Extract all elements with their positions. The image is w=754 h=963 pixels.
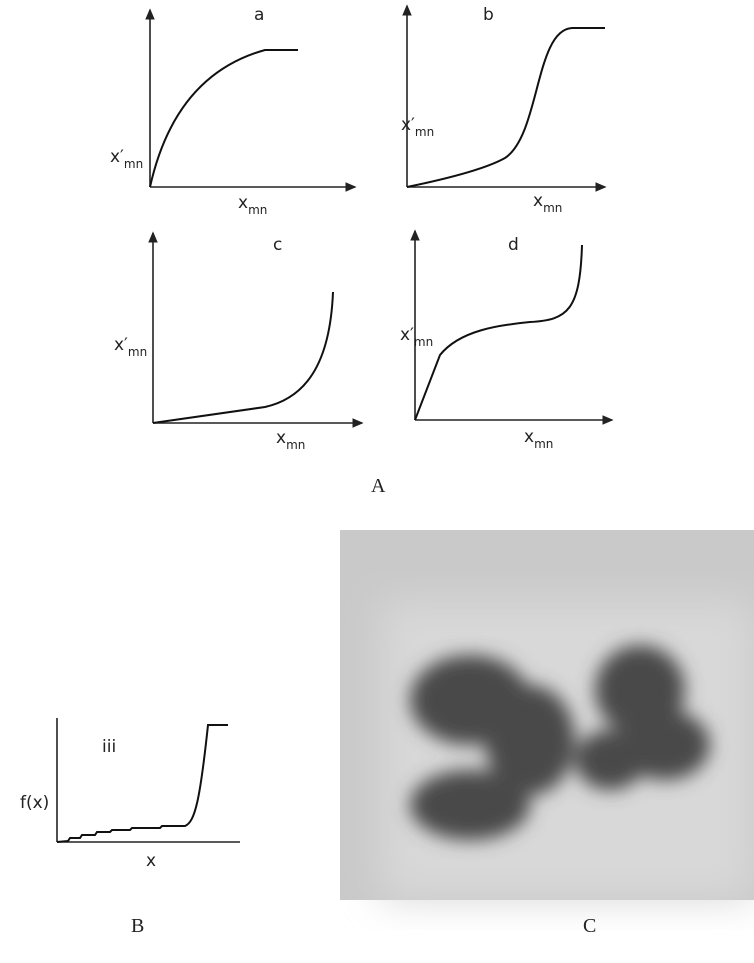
y-label-sub: mn — [124, 157, 143, 171]
y-label-base: x′ — [401, 115, 415, 135]
panel-label: a — [254, 5, 264, 25]
x-label: x — [146, 851, 156, 871]
photo — [340, 530, 754, 900]
y-label-base: x′ — [400, 325, 414, 345]
y-label-base: x′ — [114, 335, 128, 355]
figure-label: B — [131, 915, 144, 937]
y-label: f(x) — [20, 793, 49, 813]
curve — [149, 49, 298, 188]
panel-label: c — [273, 235, 282, 255]
panel-label: iii — [102, 737, 116, 757]
panel-d: d x′mn xmn — [400, 229, 614, 451]
x-label: xmn — [524, 427, 553, 451]
x-label-sub: mn — [248, 203, 267, 217]
x-label-sub: mn — [543, 201, 562, 215]
x-label-sub: mn — [286, 438, 305, 452]
x-label: xmn — [238, 193, 267, 217]
curve — [406, 27, 605, 188]
y-label-sub: mn — [414, 335, 433, 349]
y-label: x′mn — [400, 325, 433, 349]
panel-label: b — [483, 5, 494, 25]
y-label: x′mn — [114, 335, 147, 359]
y-label: x′mn — [110, 147, 143, 171]
figure-label: C — [583, 915, 596, 937]
curve — [414, 244, 583, 421]
figure-label: A — [371, 475, 386, 497]
curve — [152, 291, 334, 424]
y-label-sub: mn — [415, 125, 434, 139]
x-label-sub: mn — [534, 437, 553, 451]
x-label-base: x — [238, 193, 248, 213]
blobs — [410, 645, 710, 840]
panel-c: c x′mn xmn — [114, 231, 364, 452]
panel-a: a x′mn xmn — [110, 5, 357, 217]
x-label-base: x — [276, 428, 286, 448]
panel-B: iii f(x) x — [20, 718, 240, 871]
x-label: xmn — [276, 428, 305, 452]
y-label-sub: mn — [128, 345, 147, 359]
panel-b: b x′mn xmn — [401, 4, 607, 215]
x-label-base: x — [524, 427, 534, 447]
x-label: xmn — [533, 191, 562, 215]
x-label-base: x — [533, 191, 543, 211]
y-label: x′mn — [401, 115, 434, 139]
y-label-base: x′ — [110, 147, 124, 167]
panel-label: d — [508, 235, 519, 255]
curve — [56, 724, 228, 843]
